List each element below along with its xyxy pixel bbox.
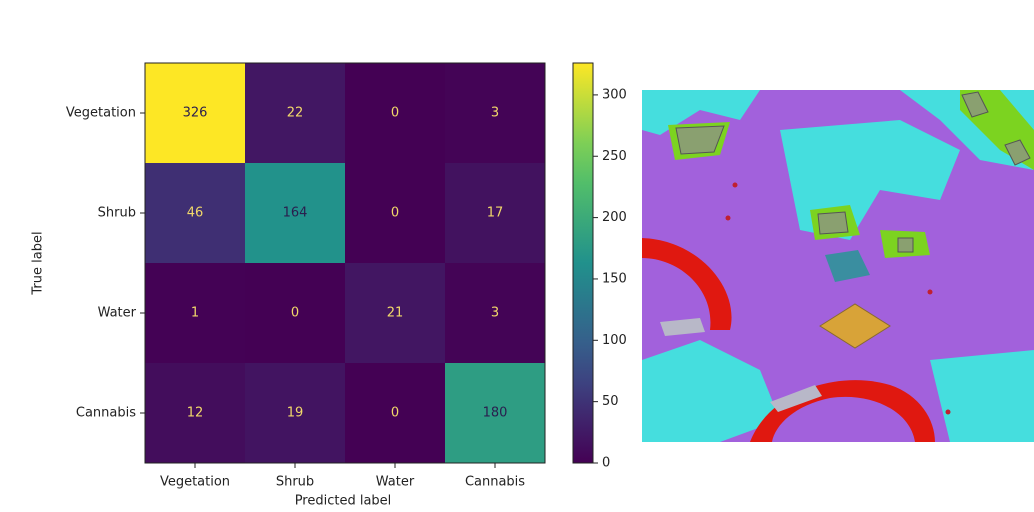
cell-label: 0 xyxy=(391,406,399,421)
cell-label: 12 xyxy=(187,406,204,421)
x-tick-label: Shrub xyxy=(276,475,314,490)
colorbar-tick-label: 250 xyxy=(602,149,627,164)
y-tick-label: Shrub xyxy=(98,206,136,221)
x-tick-label: Water xyxy=(376,475,415,490)
cell-label: 1 xyxy=(191,306,199,321)
cell-label: 22 xyxy=(287,106,304,121)
cell-label: 3 xyxy=(491,106,499,121)
cell-label: 19 xyxy=(287,406,304,421)
cell-label: 326 xyxy=(183,106,208,121)
y-axis-label: True label xyxy=(31,231,46,295)
cell-label: 0 xyxy=(391,106,399,121)
y-tick-label: Water xyxy=(98,306,137,321)
x-tick-label: Vegetation xyxy=(160,475,230,490)
cell-label: 17 xyxy=(487,206,504,221)
x-tick-label: Cannabis xyxy=(465,475,525,490)
cell-label: 46 xyxy=(187,206,204,221)
colorbar-tick-label: 50 xyxy=(602,394,619,409)
classification-map xyxy=(642,90,1034,442)
y-tick-label: Cannabis xyxy=(76,406,136,421)
colorbar-tick-label: 300 xyxy=(602,87,627,102)
colorbar-tick-label: 200 xyxy=(602,210,627,225)
cell-label: 180 xyxy=(483,406,508,421)
cell-label: 164 xyxy=(283,206,308,221)
cell-label: 3 xyxy=(491,306,499,321)
cell-label: 21 xyxy=(387,306,404,321)
x-axis-label: Predicted label xyxy=(295,494,392,509)
page: Predicted label True label 326 22 0 3 46 164 0… xyxy=(0,0,1034,512)
colorbar-tick-label: 100 xyxy=(602,333,627,348)
colorbar-tick-label: 0 xyxy=(602,456,610,471)
cell-label: 0 xyxy=(391,206,399,221)
cell-label: 0 xyxy=(291,306,299,321)
y-tick-label: Vegetation xyxy=(66,106,136,121)
colorbar-tick-label: 150 xyxy=(602,271,627,286)
colorbar xyxy=(573,63,593,463)
